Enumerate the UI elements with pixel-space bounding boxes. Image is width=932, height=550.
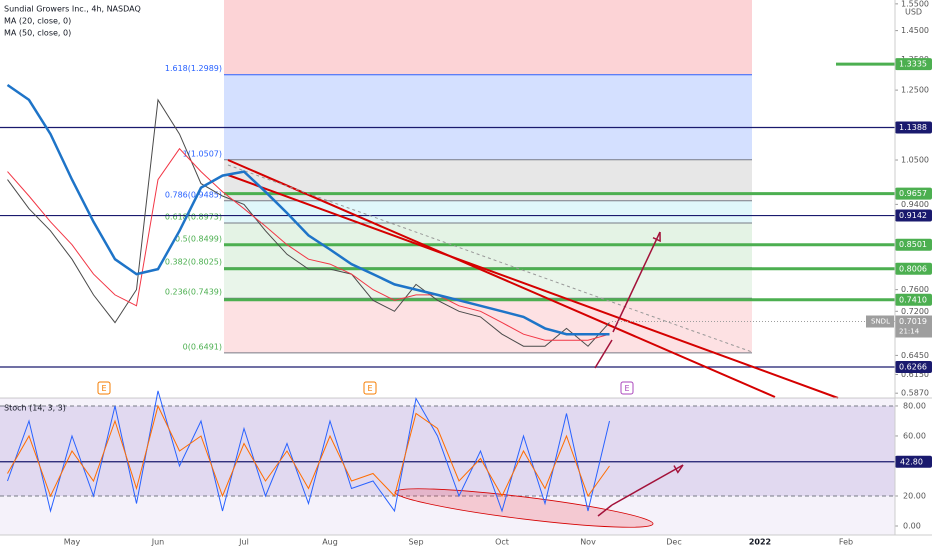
- series-line: [7, 98, 610, 347]
- y-tick-label: 60.00: [903, 431, 926, 440]
- price-badge-label: 0.8501: [899, 240, 927, 249]
- series-line: [7, 147, 610, 341]
- earnings-marker: [620, 381, 634, 395]
- x-tick-label: Jun: [151, 538, 165, 547]
- y-tick-label: 1.0500: [901, 156, 929, 165]
- x-tick-label: Feb: [839, 538, 853, 547]
- fib-label: 0(0.6491): [183, 342, 222, 351]
- price-badge-label: 0.8006: [899, 264, 927, 273]
- symbol-badge: [866, 315, 894, 328]
- price-badge: [895, 187, 932, 200]
- y-tick-label: 0.00: [903, 521, 921, 530]
- price-badge: [895, 238, 932, 251]
- price-badge-label: 0.9657: [899, 189, 927, 198]
- arrow: [611, 464, 684, 506]
- earnings-label: E: [367, 384, 372, 393]
- arrow-head: [673, 464, 684, 474]
- fib-label: 0.382(0.8025): [165, 257, 222, 266]
- x-tick-label: Aug: [322, 538, 338, 547]
- trend-line: [227, 174, 839, 399]
- fib-label: 0.618(0.8973): [165, 213, 222, 222]
- price-badge-label: 1.3335: [899, 60, 927, 69]
- earnings-marker: [363, 381, 377, 395]
- trend-line: [227, 159, 776, 398]
- x-tick-label: 2022: [749, 538, 771, 547]
- price-badge-label: 0.6266: [899, 363, 927, 372]
- countdown-label: 21:14: [899, 328, 920, 336]
- fib-label: 0.786(0.9485): [165, 190, 222, 199]
- x-tick-label: Jul: [238, 538, 249, 547]
- arrow: [612, 231, 661, 333]
- stoch-band: [0, 405, 895, 496]
- x-tick-label: May: [64, 538, 81, 547]
- fib-zone: [224, 0, 752, 75]
- highlight-ellipse: [394, 488, 654, 528]
- price-badge-label: 1.1388: [899, 123, 927, 132]
- fib-label: 1(1.0507): [183, 149, 222, 158]
- y-tick-label: 1.4500: [901, 26, 929, 35]
- price-badge: [895, 209, 932, 222]
- x-tick-label: Oct: [495, 538, 509, 547]
- stoch-bg: [0, 398, 895, 535]
- fib-zone: [224, 200, 752, 224]
- y-tick-label: 0.6150: [901, 370, 929, 379]
- series-line: [6, 83, 610, 336]
- fib-label: 0.236(0.7439): [165, 288, 222, 297]
- earnings-label: E: [101, 384, 106, 393]
- price-badge: [895, 58, 932, 71]
- last-price-badge: [895, 315, 932, 338]
- fib-label: 0.5(0.8499): [175, 234, 222, 243]
- y-tick-label: 1.5500: [901, 0, 929, 8]
- stoch-title: Stoch (14, 3, 3): [4, 404, 66, 413]
- arrow-head: [652, 231, 661, 243]
- fib-zone: [224, 244, 752, 268]
- fib-zone: [224, 74, 752, 160]
- earnings-marker: [97, 381, 111, 395]
- legend-entry: MA (20, close, 0): [4, 17, 71, 26]
- level-badge: [895, 455, 932, 468]
- y-tick-label: 0.6450: [901, 351, 929, 360]
- price-badge-label: 0.9142: [899, 211, 927, 220]
- series-line: [7, 404, 610, 498]
- stoch-arrow-line: [597, 504, 613, 517]
- price-badge: [895, 361, 932, 374]
- fib-label: 1.618(1.2989): [165, 64, 222, 73]
- price-badge: [895, 121, 932, 134]
- trend-line: [227, 164, 753, 353]
- fib-zone: [224, 298, 752, 353]
- y-tick-label: 0.5870: [901, 389, 929, 398]
- y-tick-label: 0.7200: [901, 307, 929, 316]
- level-badge-label: 42.80: [900, 457, 923, 466]
- chart-title: Sundial Growers Inc., 4h, NASDAQ: [4, 5, 141, 14]
- arrow: [594, 339, 613, 369]
- y-tick-label: 20.00: [903, 491, 926, 500]
- y-tick-label: 0.7600: [901, 285, 929, 294]
- last-price-label: 0.7019: [899, 317, 927, 326]
- legend-bg: [0, 0, 160, 40]
- x-tick-label: Sep: [408, 538, 423, 547]
- price-badge: [895, 293, 932, 306]
- fib-zone: [224, 223, 752, 245]
- x-tick-label: Dec: [666, 538, 681, 547]
- y-tick-label: 80.00: [903, 401, 926, 410]
- symbol-label: SNDL: [871, 318, 890, 326]
- currency-label: USD: [905, 8, 922, 17]
- legend-entry: MA (50, close, 0): [4, 29, 71, 38]
- price-badge: [895, 262, 932, 275]
- y-tick-label: 0.9400: [901, 200, 929, 209]
- earnings-label: E: [624, 384, 629, 393]
- price-badge-label: 0.7410: [899, 295, 927, 304]
- series-line: [7, 390, 610, 513]
- y-tick-label: 1.2500: [901, 86, 929, 95]
- x-tick-label: Nov: [580, 538, 596, 547]
